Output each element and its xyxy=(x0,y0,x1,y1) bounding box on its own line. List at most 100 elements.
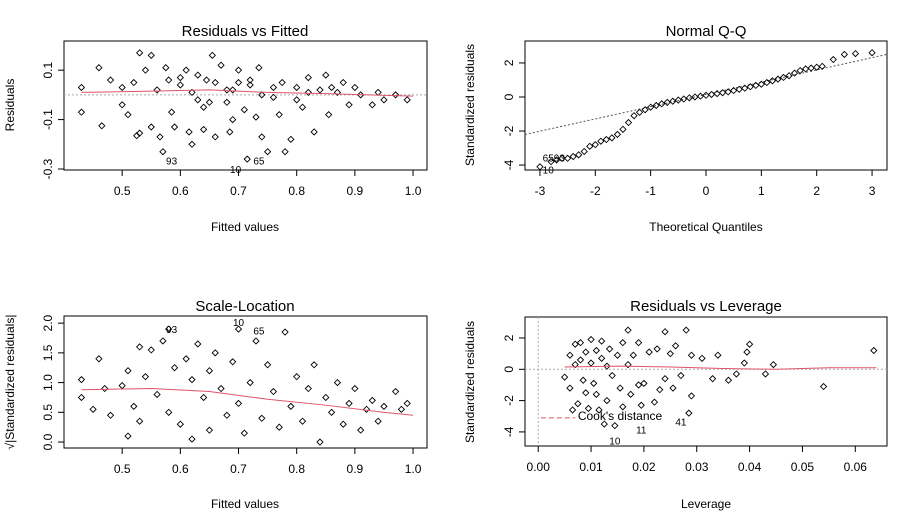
data-point xyxy=(217,384,225,393)
data-point xyxy=(194,96,202,104)
data-point xyxy=(339,420,347,428)
x-tick-label: 1.0 xyxy=(405,462,422,476)
data-point xyxy=(275,423,283,431)
data-point xyxy=(205,367,214,375)
data-point xyxy=(685,94,694,102)
data-point xyxy=(135,417,144,425)
data-point xyxy=(645,348,653,356)
data-point xyxy=(298,103,307,111)
data-point xyxy=(582,389,590,397)
data-point xyxy=(380,96,388,104)
data-point xyxy=(870,346,878,355)
x-tick-label: 0.9 xyxy=(347,462,364,476)
y-tick-label: 0 xyxy=(502,366,516,373)
data-point xyxy=(696,92,705,100)
data-point xyxy=(563,154,572,162)
data-point xyxy=(124,367,132,375)
data-point xyxy=(310,361,318,369)
data-point xyxy=(287,135,295,143)
y-tick-label: 1.5 xyxy=(41,344,55,361)
data-point xyxy=(322,393,330,402)
data-point xyxy=(698,354,706,362)
data-point xyxy=(374,417,382,425)
data-point xyxy=(611,422,619,430)
data-point xyxy=(732,370,741,378)
data-point xyxy=(135,129,144,137)
data-point xyxy=(147,123,155,131)
data-point xyxy=(269,93,278,101)
data-point xyxy=(269,387,278,396)
x-tick-label: 0.9 xyxy=(347,184,364,198)
data-point xyxy=(194,71,202,79)
data-point xyxy=(162,64,170,72)
data-point xyxy=(357,426,365,434)
data-point xyxy=(650,398,659,406)
data-point xyxy=(118,101,126,109)
x-tick-label: 3 xyxy=(869,184,876,198)
data-point xyxy=(258,414,266,422)
data-point xyxy=(316,86,324,94)
data-point xyxy=(669,97,677,105)
y-tick-label: 0.0 xyxy=(41,433,55,450)
data-point xyxy=(819,382,828,391)
y-tick-label: 2 xyxy=(502,334,516,341)
data-point xyxy=(159,148,167,156)
data-point xyxy=(761,370,770,378)
data-point xyxy=(708,375,717,383)
data-point xyxy=(77,393,86,402)
data-point xyxy=(135,343,144,351)
y-tick-label: -2 xyxy=(502,125,516,136)
x-axis-label: Leverage xyxy=(681,497,731,511)
y-tick-label: 0 xyxy=(502,93,516,100)
data-point xyxy=(202,76,211,84)
data-point xyxy=(118,381,126,390)
data-point xyxy=(624,360,632,369)
data-point xyxy=(234,66,243,74)
data-point xyxy=(368,396,376,405)
data-point xyxy=(661,328,669,336)
data-point xyxy=(188,435,196,443)
data-point xyxy=(229,115,237,124)
data-point xyxy=(685,409,693,417)
data-point xyxy=(576,339,585,347)
data-point xyxy=(333,88,342,97)
point-label: 10 xyxy=(609,437,621,448)
data-point xyxy=(724,376,733,384)
data-point xyxy=(199,125,208,134)
data-point xyxy=(240,106,248,114)
point-label: 65 xyxy=(253,156,265,167)
data-point xyxy=(199,393,208,402)
data-point xyxy=(743,348,751,356)
data-point xyxy=(595,406,603,414)
data-point xyxy=(211,133,219,141)
data-point xyxy=(165,76,173,84)
y-tick-label: -2 xyxy=(502,395,516,406)
data-point xyxy=(818,62,826,70)
point-label: 10 xyxy=(543,165,555,176)
data-point xyxy=(278,78,286,87)
cooks-distance-label: Cook's distance xyxy=(578,409,663,423)
data-point xyxy=(275,111,283,119)
data-point xyxy=(403,96,411,104)
data-point xyxy=(796,66,804,75)
residuals-vs-leverage-plot: Residuals vs Leverage Leverage Standardi… xyxy=(463,298,888,511)
data-point xyxy=(851,49,860,58)
data-point xyxy=(325,111,333,119)
point-label: 10 xyxy=(230,165,242,176)
data-point xyxy=(757,80,765,88)
x-tick-label: 0.01 xyxy=(579,460,603,474)
data-point xyxy=(156,133,164,141)
x-tick-label: 1 xyxy=(758,184,765,198)
data-point xyxy=(868,49,876,57)
data-point xyxy=(322,71,330,79)
data-point xyxy=(713,89,721,98)
data-point xyxy=(397,405,406,413)
x-tick-label: -3 xyxy=(535,184,546,198)
data-point xyxy=(141,66,150,74)
data-point xyxy=(304,88,312,97)
data-point xyxy=(666,349,674,358)
data-point xyxy=(293,96,301,104)
qq-reference-line xyxy=(524,53,888,135)
data-point xyxy=(176,73,184,82)
